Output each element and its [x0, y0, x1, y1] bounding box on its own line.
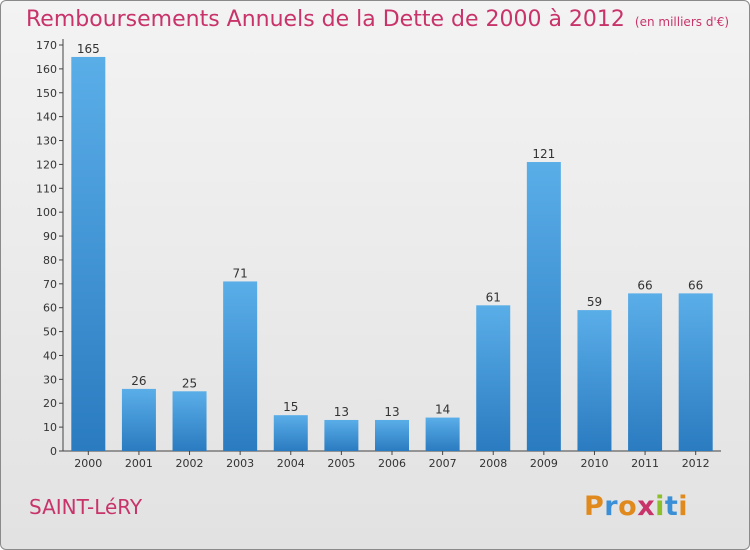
logo-letter: r [604, 491, 619, 522]
bar [324, 419, 359, 451]
data-label: 13 [384, 405, 399, 419]
logo-letter: i [678, 491, 689, 522]
data-label: 165 [77, 42, 100, 56]
data-label: 26 [131, 374, 146, 388]
data-label: 13 [334, 405, 349, 419]
data-label: 61 [486, 290, 501, 304]
x-tick-label: 2000 [74, 457, 102, 470]
data-label: 66 [637, 278, 652, 292]
bar [223, 281, 258, 451]
bar [628, 293, 663, 451]
y-tick-label: 0 [50, 445, 57, 458]
y-tick-label: 100 [36, 206, 57, 219]
y-tick-label: 30 [43, 373, 57, 386]
data-label: 25 [182, 376, 197, 390]
y-tick-label: 90 [43, 230, 57, 243]
y-tick-label: 50 [43, 326, 57, 339]
data-label: 59 [587, 295, 602, 309]
bar [172, 391, 207, 451]
x-tick-label: 2012 [682, 457, 710, 470]
bar [71, 56, 106, 452]
commune-name: SAINT-LéRY [29, 495, 143, 519]
y-tick-label: 140 [36, 111, 57, 124]
x-tick-label: 2009 [530, 457, 558, 470]
x-tick-label: 2004 [277, 457, 305, 470]
x-tick-label: 2006 [378, 457, 406, 470]
x-tick-label: 2001 [125, 457, 153, 470]
chart-title-text: Remboursements Annuels de la Dette de 20… [26, 7, 625, 32]
bar [273, 415, 308, 451]
logo-letter: P [584, 491, 605, 522]
x-tick-label: 2008 [479, 457, 507, 470]
y-tick-label: 150 [36, 87, 57, 100]
data-label: 66 [688, 278, 703, 292]
x-tick-label: 2010 [580, 457, 608, 470]
y-tick-label: 60 [43, 302, 57, 315]
bar [526, 162, 561, 451]
logo-letter: o [618, 491, 638, 522]
chart-title: Remboursements Annuels de la Dette de 20… [26, 7, 729, 32]
logo-letter: i [655, 491, 665, 522]
logo-letter: x [637, 491, 656, 522]
y-tick-label: 160 [36, 63, 57, 76]
y-tick-label: 20 [43, 397, 57, 410]
bar [476, 305, 511, 451]
y-tick-label: 40 [43, 349, 57, 362]
proxiti-logo: Proxiti [584, 491, 688, 522]
data-label: 15 [283, 400, 298, 414]
x-tick-label: 2011 [631, 457, 659, 470]
bar [121, 388, 156, 451]
y-tick-label: 130 [36, 135, 57, 148]
bar [577, 310, 612, 451]
x-tick-label: 2005 [327, 457, 355, 470]
x-tick-label: 2002 [176, 457, 204, 470]
data-label: 71 [233, 266, 248, 280]
y-tick-label: 70 [43, 278, 57, 291]
y-tick-label: 110 [36, 182, 57, 195]
bar [678, 293, 713, 451]
chart-unit-label: (en milliers d'€) [634, 15, 730, 29]
logo-letter: t [664, 491, 679, 522]
x-tick-label: 2007 [429, 457, 457, 470]
y-tick-label: 10 [43, 421, 57, 434]
y-tick-label: 170 [36, 39, 57, 52]
y-tick-label: 80 [43, 254, 57, 267]
data-label: 121 [532, 147, 555, 161]
y-tick-label: 120 [36, 158, 57, 171]
bar [375, 419, 409, 451]
bar [425, 417, 460, 451]
x-tick-label: 2003 [226, 457, 254, 470]
data-label: 14 [435, 403, 450, 417]
